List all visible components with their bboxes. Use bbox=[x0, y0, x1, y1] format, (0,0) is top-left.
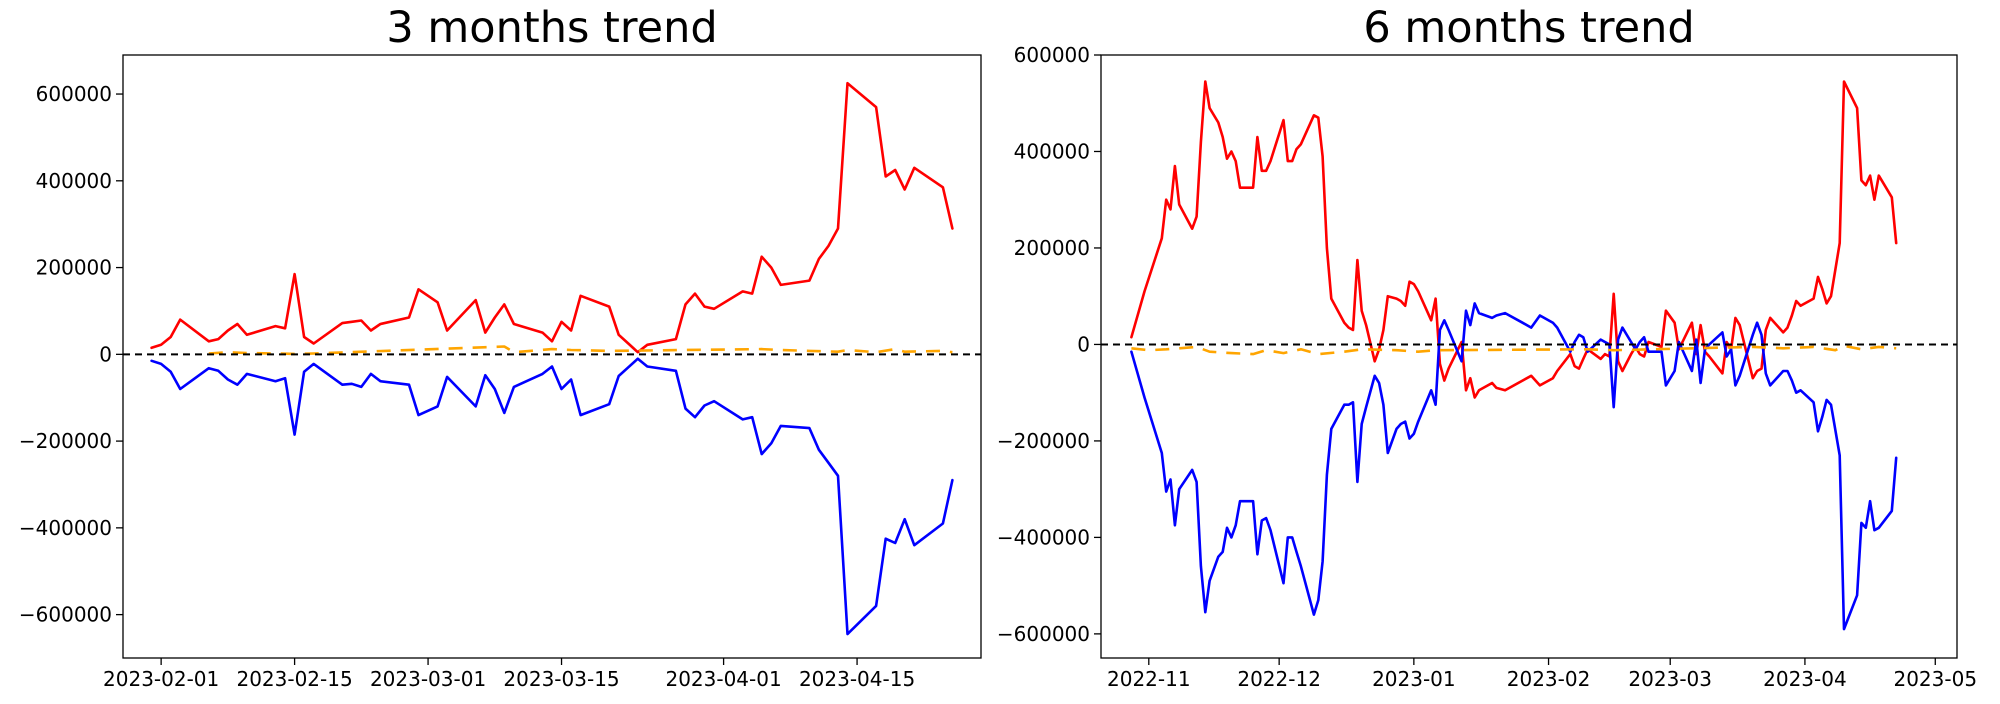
y-tick-label: −200000 bbox=[19, 429, 112, 453]
x-tick-label: 2023-02 bbox=[1507, 667, 1591, 691]
x-tick-label: 2023-04-01 bbox=[665, 667, 781, 691]
series-line-2 bbox=[1130, 302, 1898, 631]
y-tick-label: 400000 bbox=[1014, 139, 1090, 163]
y-tick-label: 200000 bbox=[36, 256, 112, 280]
series-line-3 bbox=[1131, 344, 1897, 356]
y-tick-label: 0 bbox=[1077, 332, 1090, 356]
y-tick-label: 0 bbox=[99, 342, 112, 366]
x-tick-label: 2023-04 bbox=[1763, 667, 1847, 691]
series-group bbox=[150, 81, 954, 636]
plot-frame bbox=[1100, 54, 1958, 659]
x-tick-label: 2023-02-01 bbox=[103, 667, 219, 691]
x-tick-label: 2023-04-15 bbox=[799, 667, 915, 691]
x-tick-label: 2023-03-15 bbox=[503, 667, 619, 691]
y-tick-label: −200000 bbox=[997, 429, 1090, 453]
y-tick-label: −600000 bbox=[997, 622, 1090, 646]
y-tick-label: −400000 bbox=[997, 525, 1090, 549]
chart-1: 3 months trend 600000 400000 200000 0 −200000… bbox=[19, 3, 982, 691]
chart-2: 6 months trend 600000 400000 200000 0 −200000… bbox=[997, 3, 1977, 691]
y-tick-label: 600000 bbox=[1014, 43, 1090, 67]
series-line-3 bbox=[208, 345, 953, 356]
plot-frame bbox=[122, 54, 982, 659]
y-tick-label: 200000 bbox=[1014, 236, 1090, 260]
x-tick-label: 2023-03 bbox=[1628, 667, 1712, 691]
series-line-1 bbox=[150, 81, 954, 354]
series-line-2 bbox=[150, 357, 954, 636]
y-tick-label: −400000 bbox=[19, 516, 112, 540]
x-tick-label: 2022-12 bbox=[1237, 667, 1321, 691]
x-tick-label: 2023-05 bbox=[1893, 667, 1977, 691]
x-tick-label: 2022-11 bbox=[1107, 667, 1191, 691]
x-tick-label: 2023-02-15 bbox=[236, 667, 352, 691]
series-line-1 bbox=[1130, 80, 1898, 399]
chart-title: 6 months trend bbox=[1363, 3, 1694, 53]
y-tick-label: 400000 bbox=[36, 169, 112, 193]
x-tick-label: 2023-01 bbox=[1372, 667, 1456, 691]
y-tick-label: 600000 bbox=[36, 82, 112, 106]
series-group bbox=[1130, 80, 1898, 631]
chart-title: 3 months trend bbox=[386, 3, 717, 53]
x-tick-label: 2023-03-01 bbox=[370, 667, 486, 691]
y-tick-label: −600000 bbox=[19, 603, 112, 627]
